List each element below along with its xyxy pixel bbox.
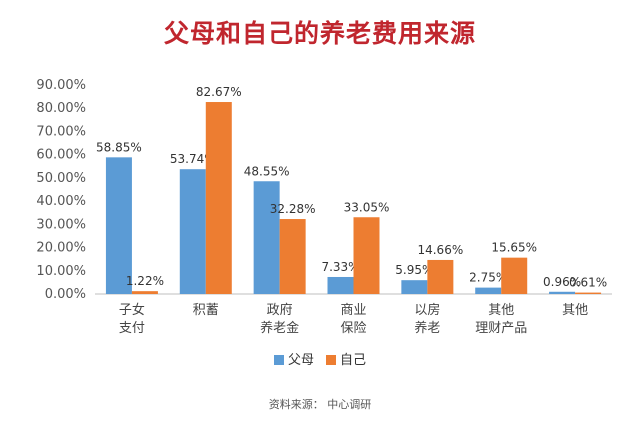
y-tick-label: 90.00%	[36, 78, 86, 93]
bar-parents	[327, 276, 354, 294]
y-tick-label: 50.00%	[36, 171, 86, 186]
bar-parents	[253, 181, 280, 294]
data-label: 82.67%	[196, 85, 242, 99]
bar-parents	[401, 280, 428, 294]
legend-swatch-self	[326, 355, 336, 365]
legend-swatch-parents	[274, 355, 284, 365]
chart-title: 父母和自己的养老费用来源	[163, 19, 476, 48]
data-label: 53.74%	[170, 152, 216, 166]
data-label: 0.61%	[569, 276, 607, 290]
data-label: 58.85%	[96, 140, 142, 154]
x-tick-label: 其他	[562, 303, 588, 318]
x-tick-label: 养老	[414, 320, 440, 336]
legend-label: 自己	[340, 353, 366, 368]
bar-self	[353, 217, 380, 294]
source-note: 资料来源： 中心调研	[268, 398, 372, 411]
data-label: 48.55%	[244, 164, 290, 178]
x-tick-label: 政府	[267, 303, 293, 318]
y-tick-label: 30.00%	[36, 217, 86, 232]
legend-label: 父母	[288, 353, 314, 368]
bar-self	[427, 259, 454, 294]
y-tick-label: 80.00%	[36, 101, 86, 116]
y-tick-label: 70.00%	[36, 124, 86, 139]
x-tick-label: 其他	[488, 303, 514, 318]
bar-self	[501, 257, 528, 294]
bar-self	[205, 102, 232, 295]
bar-parents	[105, 157, 132, 294]
data-label: 15.65%	[491, 241, 537, 255]
data-label: 14.66%	[417, 243, 463, 257]
x-tick-label: 支付	[119, 321, 145, 336]
data-label: 32.28%	[270, 202, 316, 216]
bar-parents	[475, 287, 502, 294]
x-tick-label: 商业	[340, 303, 366, 318]
y-tick-label: 60.00%	[36, 148, 86, 163]
bar-self	[279, 219, 306, 294]
bar-parents	[179, 169, 206, 294]
x-tick-label: 积蓄	[193, 303, 219, 318]
x-tick-label: 理财产品	[475, 321, 527, 336]
x-tick-label: 养老金	[260, 320, 299, 336]
y-tick-label: 20.00%	[36, 241, 86, 256]
data-label: 1.22%	[126, 274, 164, 288]
y-tick-label: 0.00%	[45, 287, 86, 302]
data-label: 0.96%	[543, 275, 581, 289]
x-tick-label: 子女	[119, 302, 145, 318]
data-label: 7.33%	[321, 260, 359, 274]
bar-parents	[549, 291, 576, 294]
data-label: 2.75%	[469, 271, 507, 285]
bar-self	[131, 291, 158, 294]
y-tick-label: 10.00%	[36, 264, 86, 279]
data-label: 5.95%	[395, 263, 433, 277]
x-tick-label: 以房	[414, 302, 440, 318]
bar-self	[575, 292, 602, 294]
y-tick-label: 40.00%	[36, 194, 86, 209]
data-label: 33.05%	[344, 200, 390, 214]
x-tick-label: 保险	[340, 321, 366, 336]
